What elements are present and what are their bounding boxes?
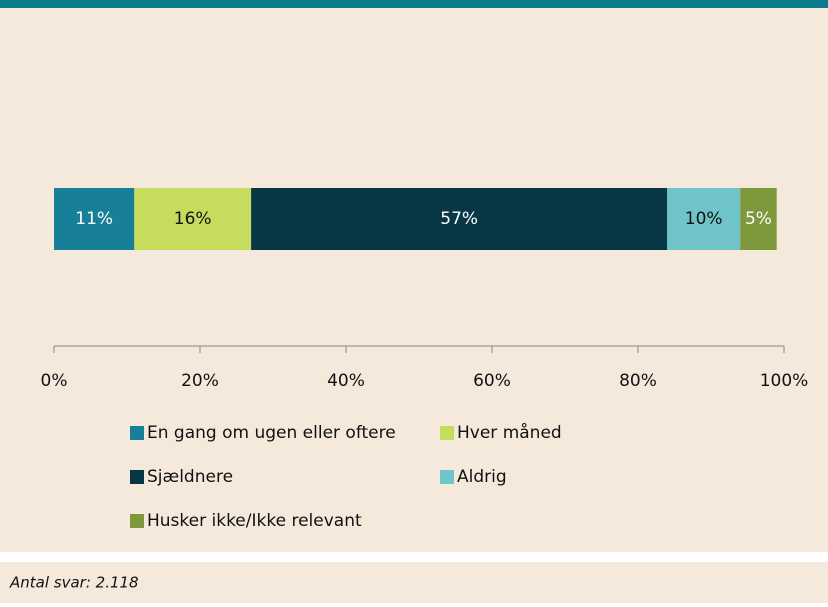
legend-label: Husker ikke/Ikke relevant (147, 511, 362, 531)
x-tick-label: 0% (41, 371, 68, 391)
x-tick-label: 60% (473, 371, 511, 391)
x-tick-label: 40% (327, 371, 365, 391)
bar-segment (740, 188, 777, 250)
x-tick-label: 80% (619, 371, 657, 391)
data-label: 5% (745, 209, 772, 229)
legend-label: Hver måned (457, 422, 562, 443)
chart-background (0, 8, 828, 552)
bar-segment (134, 188, 252, 250)
legend-swatch (130, 514, 144, 528)
data-label: 57% (440, 209, 478, 229)
legend-label: Sjældnere (147, 467, 233, 487)
legend-label: En gang om ugen eller oftere (147, 423, 396, 443)
x-tick-label: 100% (760, 371, 809, 391)
bar-segment (667, 188, 741, 250)
x-tick-label: 20% (181, 371, 219, 391)
footnote: Antal svar: 2.118 (9, 574, 139, 592)
bar-segment (251, 188, 668, 250)
footnote-background (0, 562, 828, 603)
data-label: 16% (174, 209, 212, 229)
data-label: 11% (75, 209, 113, 229)
legend-swatch (130, 470, 144, 484)
legend-swatch (130, 426, 144, 440)
top-band (0, 0, 828, 8)
data-label: 10% (685, 209, 723, 229)
legend-label: Aldrig (457, 467, 507, 487)
bar-segment (54, 188, 135, 250)
legend-swatch (440, 470, 454, 484)
legend-swatch (440, 426, 454, 440)
